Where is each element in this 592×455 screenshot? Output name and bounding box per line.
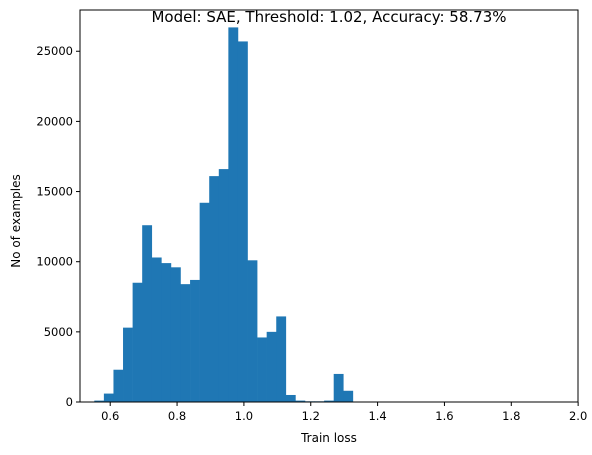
- y-tick-label: 15000: [36, 185, 73, 199]
- x-tick-label: 1.4: [368, 409, 386, 423]
- x-tick-label: 1.0: [235, 409, 253, 423]
- histogram-bar: [103, 393, 114, 402]
- chart-title: Model: SAE, Threshold: 1.02, Accuracy: 5…: [151, 8, 506, 26]
- histogram-bar: [113, 369, 124, 402]
- histogram-bar: [343, 390, 354, 402]
- histogram-bar: [199, 202, 210, 402]
- histogram-bar: [94, 400, 105, 402]
- histogram-bar: [132, 282, 143, 402]
- x-tick-label: 1.6: [435, 409, 453, 423]
- histogram-bar: [142, 225, 153, 402]
- histogram-bar: [266, 331, 277, 402]
- y-tick-label: 0: [66, 395, 73, 409]
- bars-group: [94, 27, 354, 403]
- y-axis-ticks: 0 5000 10000 15000 20000 25000: [36, 44, 80, 409]
- x-axis-ticks: 0.6 0.8 1.0 1.2 1.4 1.6 1.8 2.0: [101, 402, 587, 423]
- histogram-bar: [276, 316, 287, 402]
- histogram-bar: [151, 257, 162, 402]
- y-tick-label: 25000: [36, 44, 73, 58]
- histogram-bar: [333, 373, 344, 402]
- histogram-bar: [123, 327, 133, 402]
- x-tick-label: 2.0: [569, 409, 587, 423]
- y-tick-label: 5000: [44, 325, 73, 339]
- histogram-bar: [257, 337, 267, 402]
- y-tick-label: 20000: [36, 114, 73, 128]
- histogram-bar: [285, 394, 296, 402]
- histogram-bar: [247, 260, 258, 402]
- histogram-bar: [161, 263, 172, 402]
- histogram-bar: [295, 400, 306, 402]
- x-tick-label: 0.8: [168, 409, 186, 423]
- histogram-bar: [209, 176, 220, 402]
- histogram-bar: [170, 267, 181, 402]
- histogram-bar: [228, 27, 239, 403]
- histogram-bar: [190, 279, 200, 402]
- histogram-bar: [237, 41, 248, 403]
- x-tick-label: 0.6: [101, 409, 119, 423]
- x-tick-label: 1.8: [502, 409, 520, 423]
- histogram-bar: [180, 284, 191, 402]
- histogram-bar: [324, 400, 334, 402]
- plot-frame: [79, 9, 579, 403]
- x-tick-label: 1.2: [302, 409, 320, 423]
- y-axis-label: No of examples: [9, 174, 23, 267]
- y-tick-label: 10000: [36, 255, 73, 269]
- x-axis-label: Train loss: [300, 431, 357, 445]
- histogram-bar: [218, 169, 229, 402]
